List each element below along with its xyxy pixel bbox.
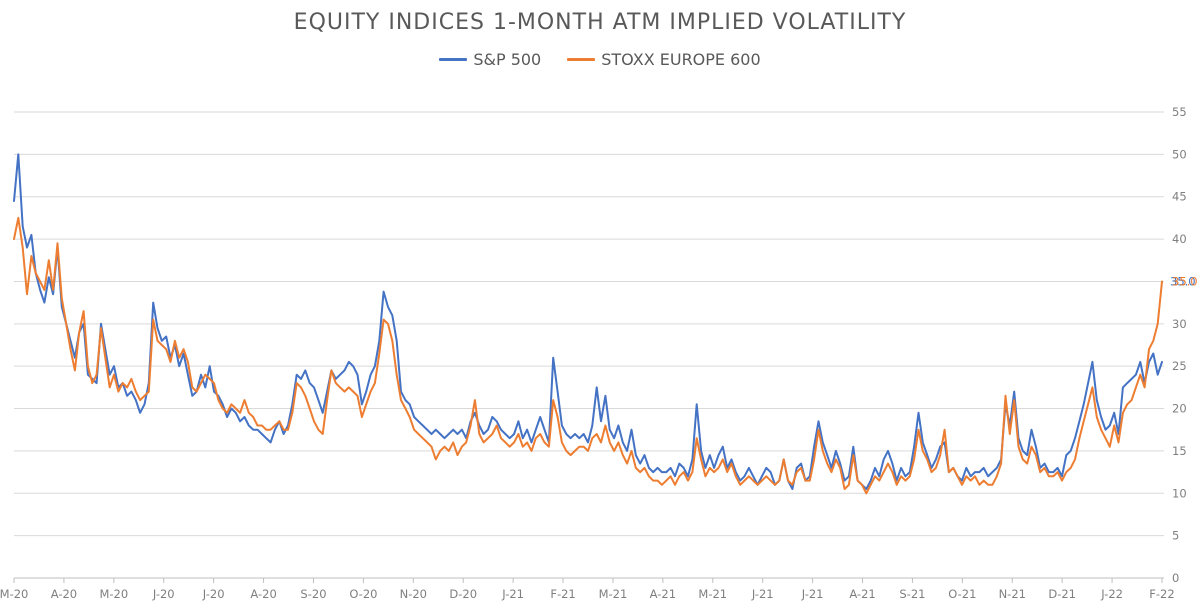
- end-labels: 35.035.0: [1170, 274, 1198, 288]
- x-tick-label-11: F-21: [550, 587, 575, 601]
- chart-legend: S&P 500 STOXX EUROPE 600: [0, 50, 1200, 69]
- x-tick-label-18: S-21: [899, 587, 925, 601]
- x-tick-label-13: A-21: [650, 587, 676, 601]
- legend-item-sp500: S&P 500: [439, 50, 541, 69]
- legend-label-stoxx600: STOXX EUROPE 600: [601, 50, 761, 69]
- x-tick-label-10: J-21: [501, 587, 524, 601]
- series-line-stoxx600: [13, 216, 1163, 495]
- y-tick-label-20: 20: [1172, 402, 1187, 416]
- x-tick-label-16: J-21: [801, 587, 824, 601]
- x-tick-label-14: M-21: [698, 587, 727, 601]
- x-tick-label-21: D-21: [1048, 587, 1076, 601]
- x-axis: M-20 A-20 M-20 J-20 J-20 A-20 S-20 O-20 N-20 D-20…: [0, 577, 1175, 601]
- chart-title: EQUITY INDICES 1-MONTH ATM IMPLIED VOLAT…: [293, 10, 907, 35]
- y-tick-label-35: 35: [1172, 274, 1187, 288]
- x-tick-label-2: M-20: [99, 587, 128, 601]
- x-tick-label-23: F-22: [1149, 587, 1174, 601]
- legend-swatch-stoxx600: [567, 58, 596, 61]
- x-tick-label-6: S-20: [300, 587, 326, 601]
- x-tick-label-22: J-22: [1100, 587, 1123, 601]
- x-tick-label-1: A-20: [51, 587, 77, 601]
- legend-item-stoxx600: STOXX EUROPE 600: [567, 50, 761, 69]
- x-tick-label-8: N-20: [400, 587, 427, 601]
- y-tick-label-5: 5: [1172, 529, 1179, 543]
- end-label-0: 35.0: [1170, 274, 1196, 288]
- y-tick-label-25: 25: [1172, 359, 1187, 373]
- x-tick-label-5: A-20: [250, 587, 276, 601]
- x-tick-label-12: M-21: [599, 587, 628, 601]
- x-tick-label-4: J-20: [202, 587, 225, 601]
- x-tick-label-9: D-20: [449, 587, 477, 601]
- series-line-sp500: [13, 153, 1163, 490]
- x-tick-label-19: O-21: [948, 587, 976, 601]
- y-tick-label-50: 50: [1172, 147, 1187, 161]
- y-tick-label-55: 55: [1172, 105, 1187, 119]
- end-label-1: 35.0: [1172, 274, 1198, 288]
- y-tick-label-0: 0: [1172, 571, 1179, 585]
- series-lines: [13, 153, 1163, 495]
- y-tick-label-15: 15: [1172, 444, 1187, 458]
- legend-label-sp500: S&P 500: [473, 50, 542, 69]
- y-tick-label-30: 30: [1172, 317, 1187, 331]
- y-tick-label-45: 45: [1172, 190, 1187, 204]
- y-tick-label-40: 40: [1172, 232, 1187, 246]
- gridlines: [14, 111, 1164, 537]
- x-tick-label-3: J-20: [152, 587, 175, 601]
- legend-swatch-sp500: [439, 58, 468, 61]
- y-tick-label-10: 10: [1172, 486, 1187, 500]
- x-tick-label-17: A-21: [849, 587, 875, 601]
- x-tick-label-7: O-20: [349, 587, 377, 601]
- x-tick-label-0: M-20: [0, 587, 28, 601]
- x-tick-label-15: J-21: [751, 587, 774, 601]
- y-axis: 0 5 10 15 20 25 30 35 40 45 50 55: [1172, 105, 1187, 585]
- x-tick-label-20: N-21: [999, 587, 1026, 601]
